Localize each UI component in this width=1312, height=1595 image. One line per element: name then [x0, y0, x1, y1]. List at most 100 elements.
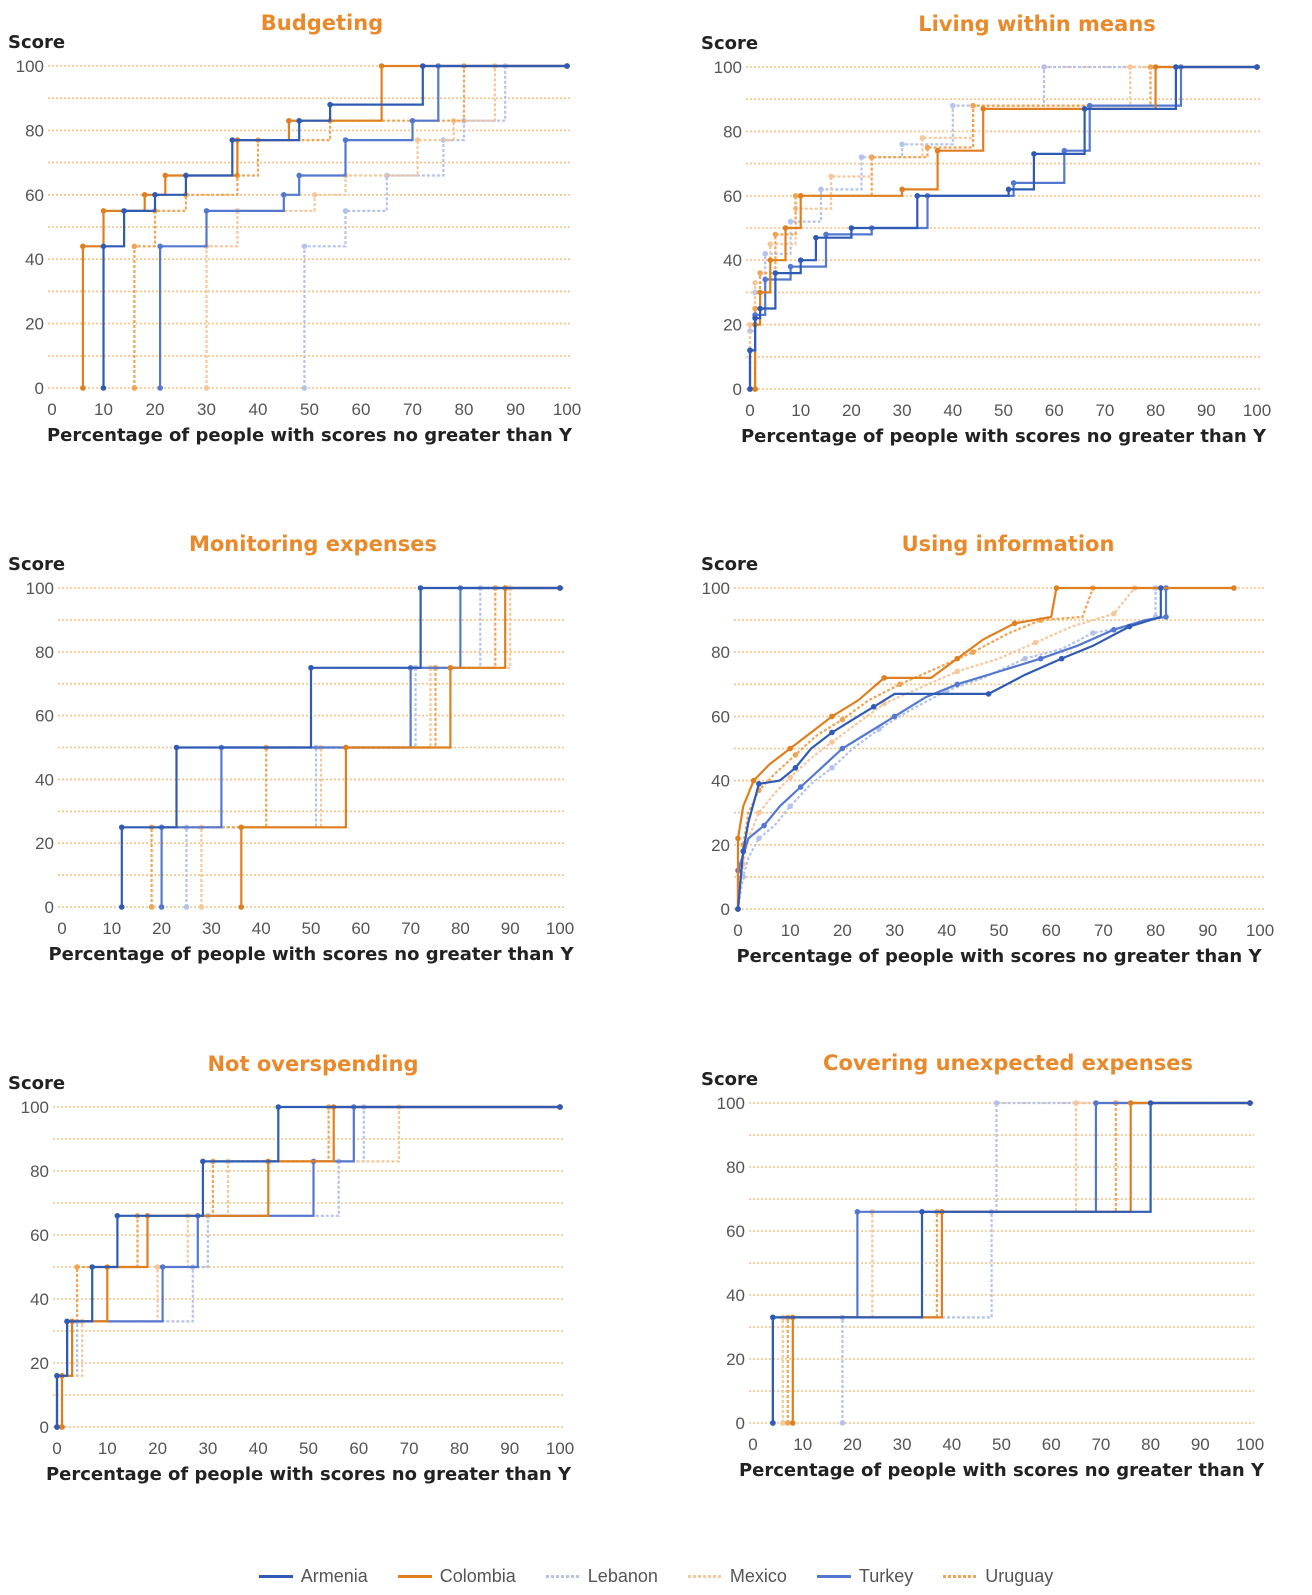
- y-tick-label: 100: [21, 1098, 49, 1117]
- y-tick-label: 0: [45, 898, 54, 917]
- legend-swatch: [397, 1575, 432, 1578]
- data-point-armenia: [770, 1314, 776, 1321]
- chart-title: Not overspending: [207, 1052, 418, 1076]
- y-tick-label: 20: [723, 316, 742, 335]
- y-tick-label: 40: [25, 250, 44, 269]
- data-point-lebanon: [1090, 630, 1096, 636]
- data-point-armenia: [770, 1420, 776, 1426]
- data-point-lebanon: [899, 141, 905, 148]
- data-point-uruguay: [970, 649, 976, 655]
- x-tick-label: 30: [197, 400, 216, 419]
- data-point-armenia: [813, 234, 819, 241]
- x-tick-label: 100: [1246, 921, 1274, 940]
- series-line-mexico: [781, 1101, 1250, 1423]
- data-point-turkey: [158, 904, 165, 910]
- y-tick-label: 40: [30, 1290, 49, 1309]
- x-tick-label: 70: [403, 400, 422, 419]
- data-point-armenia: [756, 781, 762, 787]
- data-point-armenia: [275, 1104, 282, 1110]
- data-point-uruguay: [74, 1264, 80, 1270]
- x-tick-label: 0: [47, 400, 56, 419]
- data-point-uruguay: [757, 270, 763, 276]
- x-tick-label: 80: [1141, 1435, 1160, 1454]
- x-tick-label: 80: [1146, 401, 1165, 420]
- data-point-uruguay: [131, 385, 138, 391]
- x-tick-label: 70: [1095, 401, 1114, 420]
- data-point-colombia: [238, 904, 245, 910]
- x-tick-label: 90: [1191, 1435, 1210, 1454]
- x-axis-label: Percentage of people with scores no grea…: [739, 1460, 1265, 1481]
- data-point-lebanon: [1041, 64, 1047, 70]
- data-point-turkey: [1086, 102, 1093, 109]
- x-tick-label: 10: [98, 1439, 117, 1458]
- data-point-armenia: [848, 225, 855, 231]
- data-point-turkey: [854, 1209, 861, 1215]
- series-line-colombia: [240, 586, 560, 907]
- x-tick-label: 60: [349, 1439, 368, 1458]
- data-point-colombia: [954, 655, 961, 662]
- data-point-mexico: [828, 173, 834, 180]
- data-point-lebanon: [756, 835, 762, 842]
- data-point-mexico: [311, 192, 318, 198]
- data-point-armenia: [100, 385, 107, 391]
- data-point-armenia: [417, 585, 424, 591]
- data-point-mexico: [198, 904, 205, 910]
- data-point-armenia: [564, 63, 570, 69]
- y-tick-label: 60: [726, 1222, 745, 1241]
- data-point-colombia: [789, 1420, 796, 1426]
- data-point-armenia: [772, 270, 779, 276]
- x-tick-label: 80: [1146, 921, 1165, 940]
- legend-swatch: [545, 1575, 580, 1578]
- x-tick-label: 90: [1197, 401, 1216, 420]
- y-axis-label: Score: [701, 33, 758, 54]
- y-axis-label: Score: [8, 32, 65, 53]
- data-point-armenia: [89, 1264, 96, 1270]
- y-axis-label: Score: [8, 1073, 65, 1094]
- y-tick-label: 80: [35, 643, 54, 662]
- data-point-uruguay: [131, 243, 138, 250]
- data-point-turkey: [157, 243, 163, 250]
- y-tick-label: 20: [35, 834, 54, 853]
- x-tick-label: 0: [745, 401, 754, 420]
- series-line-armenia: [55, 1105, 560, 1427]
- y-tick-label: 60: [723, 187, 742, 206]
- data-point-mexico: [203, 385, 210, 391]
- data-point-colombia: [1053, 585, 1060, 591]
- x-tick-label: 30: [893, 1435, 912, 1454]
- x-tick-label: 60: [351, 919, 370, 938]
- y-tick-label: 80: [726, 1158, 745, 1177]
- x-tick-label: 90: [501, 919, 520, 938]
- y-tick-label: 0: [721, 900, 730, 919]
- x-axis-label: Percentage of people with scores no grea…: [47, 425, 573, 446]
- data-point-mexico: [756, 809, 762, 816]
- x-tick-label: 20: [148, 1439, 167, 1458]
- x-tick-label: 50: [990, 921, 1009, 940]
- series-line-colombia: [60, 1105, 560, 1427]
- x-axis-label: Percentage of people with scores no grea…: [736, 946, 1262, 967]
- data-point-turkey: [1037, 655, 1044, 662]
- data-point-colombia: [1127, 1100, 1134, 1106]
- y-tick-label: 20: [726, 1350, 745, 1369]
- data-point-armenia: [308, 664, 314, 671]
- data-point-uruguay: [1147, 64, 1154, 70]
- y-tick-label: 80: [25, 121, 44, 140]
- data-point-colombia: [757, 289, 763, 296]
- x-tick-label: 90: [500, 1439, 519, 1458]
- data-point-colombia: [59, 1424, 65, 1430]
- series-line-lebanon: [303, 64, 567, 388]
- data-point-armenia: [747, 347, 753, 354]
- data-point-colombia: [286, 117, 292, 124]
- data-point-armenia: [870, 703, 877, 710]
- chart-panel-3: Monitoring expenses Score 0 20 40 60 80 100 0 10 2…: [8, 532, 574, 965]
- data-point-colombia: [735, 835, 741, 842]
- data-point-turkey: [1093, 1100, 1099, 1106]
- legend-item-colombia: Colombia: [397, 1566, 516, 1587]
- legend-swatch: [816, 1575, 851, 1578]
- data-point-turkey: [762, 276, 769, 283]
- x-tick-label: 20: [152, 919, 171, 938]
- data-point-colombia: [782, 225, 789, 231]
- data-point-mexico: [414, 137, 421, 143]
- data-point-armenia: [985, 691, 992, 697]
- data-point-uruguay: [792, 752, 799, 758]
